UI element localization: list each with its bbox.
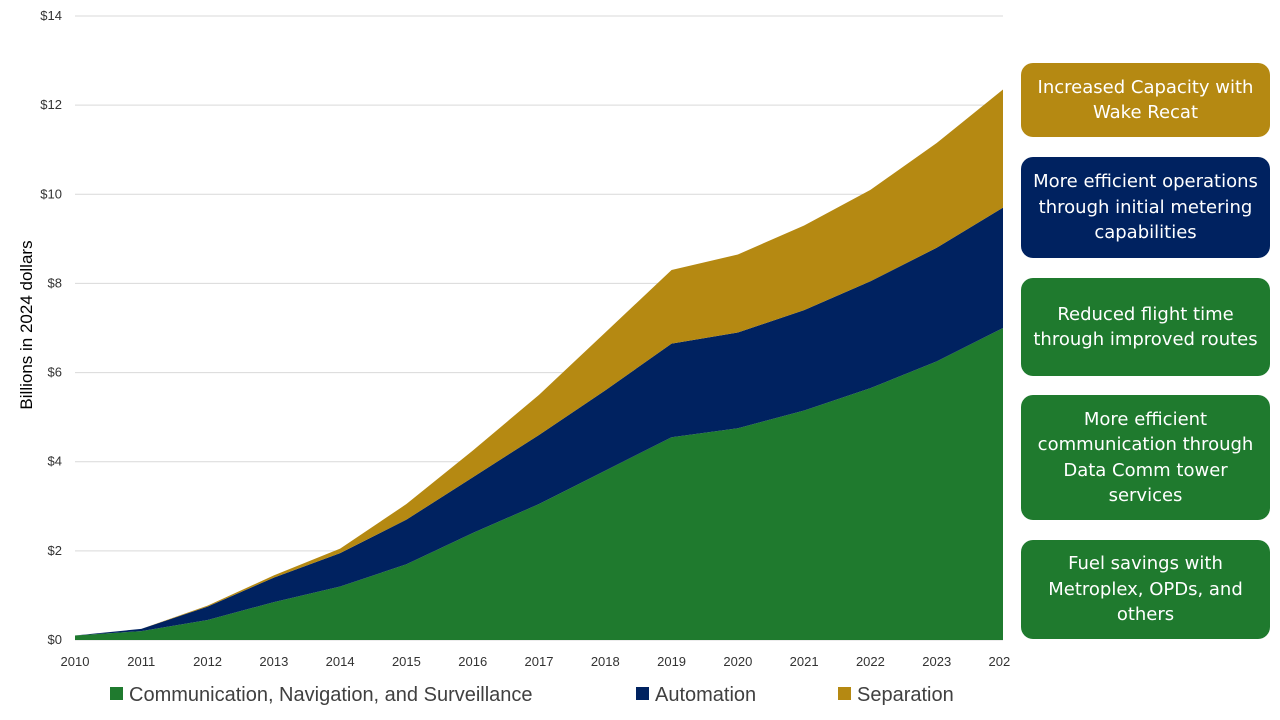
x-tick-label: 2018 [591, 654, 620, 669]
stacked-area-chart: $0 $2 $4 $6 $8 $10 $12 $14 2010 2011 2012 2013 2014… [17, 8, 1010, 706]
x-tick-label: 2016 [458, 654, 487, 669]
y-tick-label: $8 [48, 275, 62, 290]
x-tick-label: 2013 [259, 654, 288, 669]
x-tick-label: 2023 [922, 654, 951, 669]
x-tick-label: 2019 [657, 654, 686, 669]
legend-swatch [636, 687, 649, 700]
legend-label: Automation [655, 684, 756, 706]
y-tick-label: $6 [48, 365, 62, 380]
x-tick-label: 2010 [61, 654, 90, 669]
x-tick-label: 2014 [326, 654, 355, 669]
y-tick-label: $2 [48, 543, 62, 558]
callout-improved-routes: Reduced flight time through improved rou… [1021, 278, 1270, 376]
x-tick-label: 2011 [127, 654, 155, 669]
legend: Communication, Navigation, and Surveilla… [110, 684, 954, 706]
x-tick-label: 2012 [193, 654, 222, 669]
callout-wake-recat: Increased Capacity with Wake Recat [1021, 63, 1270, 137]
x-tick-label: 2022 [856, 654, 885, 669]
y-axis-ticks: $0 $2 $4 $6 $8 $10 $12 $14 [40, 8, 62, 647]
y-tick-label: $10 [40, 186, 62, 201]
x-tick-label: 2020 [723, 654, 752, 669]
y-tick-label: $0 [48, 632, 62, 647]
x-tick-label: 2024 [989, 654, 1010, 669]
area-series-0 [75, 328, 1003, 640]
callout-metering: More efficient operations through initia… [1021, 157, 1270, 258]
legend-swatch [838, 687, 851, 700]
y-axis-label: Billions in 2024 dollars [17, 240, 36, 409]
callout-fuel-savings: Fuel savings with Metroplex, OPDs, and o… [1021, 540, 1270, 639]
x-tick-label: 2021 [790, 654, 819, 669]
area-series [75, 89, 1003, 640]
y-tick-label: $12 [40, 97, 62, 112]
legend-swatch [110, 687, 123, 700]
y-tick-label: $4 [48, 454, 62, 469]
y-tick-label: $14 [40, 8, 62, 23]
x-axis-ticks: 2010 2011 2012 2013 2014 2015 2016 2017 2018 2019… [61, 654, 1010, 669]
legend-label: Communication, Navigation, and Surveilla… [129, 684, 533, 706]
callout-data-comm: More efficient communication through Dat… [1021, 395, 1270, 520]
x-tick-label: 2015 [392, 654, 421, 669]
x-tick-label: 2017 [525, 654, 554, 669]
legend-label: Separation [857, 684, 954, 706]
